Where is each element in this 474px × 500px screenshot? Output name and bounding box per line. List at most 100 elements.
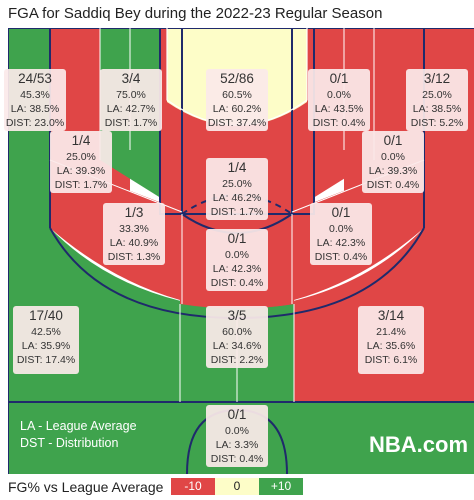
zone-label-left-corner-three: 24/53 45.3% LA: 38.5% DIST: 23.0% — [4, 69, 66, 131]
zone-made-attempts: 0/1 — [330, 71, 349, 86]
zone-label-right-elbow-mid: 0/1 0.0% LA: 42.3% DIST: 0.4% — [310, 203, 372, 265]
zone-label-box — [100, 69, 162, 131]
zone-league-avg: LA: 38.5% — [11, 103, 59, 115]
zone-label-paint-non-ra: 1/4 25.0% LA: 46.2% DIST: 1.7% — [206, 158, 268, 220]
zone-distribution: DIST: 6.1% — [365, 354, 418, 366]
zone-league-avg: LA: 42.3% — [213, 263, 261, 275]
zone-fg-pct: 25.0% — [422, 89, 452, 101]
zone-label-backcourt: 0/1 0.0% LA: 3.3% DIST: 0.4% — [206, 405, 268, 467]
zone-label-box — [50, 131, 112, 193]
zone-made-attempts: 3/14 — [378, 308, 405, 323]
zone-label-right-wing-mid-upper: 0/1 0.0% LA: 43.5% DIST: 0.4% — [308, 69, 370, 131]
zone-distribution: DIST: 1.7% — [55, 179, 108, 191]
zone-label-top-three: 3/5 60.0% LA: 34.6% DIST: 2.2% — [206, 306, 268, 368]
zone-label-box — [362, 131, 424, 193]
zone-fg-pct: 60.5% — [222, 89, 252, 101]
zone-league-avg: LA: 35.6% — [367, 340, 415, 352]
zone-fg-pct: 42.5% — [31, 326, 61, 338]
zone-made-attempts: 1/4 — [228, 160, 247, 175]
zone-distribution: DIST: 37.4% — [208, 117, 266, 129]
zone-label-right-baseline-mid: 0/1 0.0% LA: 39.3% DIST: 0.4% — [362, 131, 424, 193]
zone-distribution: DIST: 0.4% — [315, 251, 368, 263]
zone-made-attempts: 0/1 — [384, 133, 403, 148]
zone-made-attempts: 52/86 — [220, 71, 254, 86]
zone-label-restricted-area: 52/86 60.5% LA: 60.2% DIST: 37.4% — [206, 69, 268, 131]
zone-fg-pct: 0.0% — [329, 223, 353, 235]
zone-league-avg: LA: 60.2% — [213, 103, 261, 115]
zone-fg-pct: 0.0% — [381, 151, 405, 163]
zone-made-attempts: 0/1 — [228, 407, 247, 422]
zone-distribution: DIST: 1.7% — [211, 206, 264, 218]
zone-label-box — [4, 69, 66, 131]
zone-league-avg: LA: 43.5% — [315, 103, 363, 115]
zone-label-right-corner-three: 3/12 25.0% LA: 38.5% DIST: 5.2% — [406, 69, 468, 131]
zone-league-avg: LA: 38.5% — [413, 103, 461, 115]
zone-fg-pct: 45.3% — [20, 89, 50, 101]
scale-low: -10 — [171, 478, 215, 495]
zone-label-box — [206, 69, 268, 131]
zone-label-box — [103, 203, 165, 265]
brand-logo-text: NBA.com — [369, 432, 469, 457]
zone-labels: 24/53 45.3% LA: 38.5% DIST: 23.0% 3/4 75.0% LA… — [4, 69, 468, 467]
zone-label-box — [406, 69, 468, 131]
zone-league-avg: LA: 35.9% — [22, 340, 70, 352]
zone-label-box — [206, 405, 268, 467]
zone-made-attempts: 3/5 — [228, 308, 247, 323]
zone-fg-pct: 0.0% — [225, 249, 249, 261]
zone-league-avg: LA: 40.9% — [110, 237, 158, 249]
zone-fg-pct: 33.3% — [119, 223, 149, 235]
zone-distribution: DIST: 1.7% — [105, 117, 158, 129]
zone-label-right-wing-three: 3/14 21.4% LA: 35.6% DIST: 6.1% — [358, 306, 424, 374]
zone-fg-pct: 0.0% — [225, 425, 249, 437]
zone-league-avg: LA: 34.6% — [213, 340, 261, 352]
zone-made-attempts: 3/12 — [424, 71, 450, 86]
zone-fg-pct: 21.4% — [376, 326, 406, 338]
zone-distribution: DIST: 1.3% — [108, 251, 161, 263]
zone-label-box — [206, 306, 268, 368]
legend-notes: LA - League Average DST - Distribution — [20, 418, 137, 452]
zone-label-box — [206, 229, 268, 291]
zone-label-box — [308, 69, 370, 131]
zone-made-attempts: 1/3 — [125, 205, 144, 220]
zone-fg-pct: 0.0% — [327, 89, 351, 101]
zone-league-avg: LA: 39.3% — [369, 165, 417, 177]
color-scale-label: FG% vs League Average — [8, 479, 164, 495]
scale-mid: 0 — [215, 478, 259, 495]
zone-league-avg: LA: 42.3% — [317, 237, 365, 249]
zone-distribution: DIST: 2.2% — [211, 354, 264, 366]
color-scale-legend: FG% vs League Average -10 0 +10 — [8, 476, 474, 498]
zone-league-avg: LA: 3.3% — [216, 439, 259, 451]
zone-league-avg: LA: 46.2% — [213, 192, 261, 204]
zone-fg-pct: 60.0% — [222, 326, 252, 338]
zone-label-box — [13, 306, 79, 374]
chart-title: FGA for Saddiq Bey during the 2022-23 Re… — [8, 5, 383, 22]
zone-made-attempts: 0/1 — [332, 205, 351, 220]
shot-chart-court: 24/53 45.3% LA: 38.5% DIST: 23.0% 3/4 75.0% LA… — [4, 28, 474, 474]
zone-label-left-elbow-mid: 1/3 33.3% LA: 40.9% DIST: 1.3% — [103, 203, 165, 265]
zone-made-attempts: 3/4 — [122, 71, 141, 86]
scale-high: +10 — [259, 478, 303, 495]
zone-distribution: DIST: 0.4% — [211, 277, 264, 289]
legend-note-dst: DST - Distribution — [20, 436, 119, 450]
zone-distribution: DIST: 5.2% — [411, 117, 464, 129]
zone-distribution: DIST: 0.4% — [211, 453, 264, 465]
zone-label-box — [310, 203, 372, 265]
zone-label-top-key-mid: 0/1 0.0% LA: 42.3% DIST: 0.4% — [206, 229, 268, 291]
zone-label-box — [358, 306, 424, 374]
zone-league-avg: LA: 42.7% — [107, 103, 155, 115]
zone-made-attempts: 17/40 — [29, 308, 63, 323]
zone-made-attempts: 1/4 — [72, 133, 91, 148]
zone-distribution: DIST: 23.0% — [6, 117, 64, 129]
zone-league-avg: LA: 39.3% — [57, 165, 105, 177]
zone-label-box — [206, 158, 268, 220]
zone-distribution: DIST: 0.4% — [313, 117, 366, 129]
zone-label-left-wing-three: 17/40 42.5% LA: 35.9% DIST: 17.4% — [13, 306, 79, 374]
zone-fg-pct: 25.0% — [222, 178, 252, 190]
zone-distribution: DIST: 0.4% — [367, 179, 420, 191]
zone-distribution: DIST: 17.4% — [17, 354, 75, 366]
zone-fg-pct: 75.0% — [116, 89, 146, 101]
legend-note-la: LA - League Average — [20, 419, 137, 433]
zone-fg-pct: 25.0% — [66, 151, 96, 163]
zone-made-attempts: 0/1 — [228, 231, 247, 246]
zone-label-left-baseline-mid: 1/4 25.0% LA: 39.3% DIST: 1.7% — [50, 131, 112, 193]
